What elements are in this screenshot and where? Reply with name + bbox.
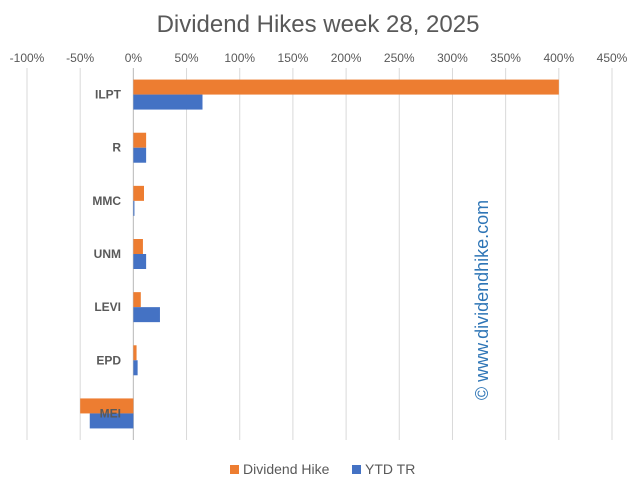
category-label-epd: EPD (96, 353, 121, 367)
bar-ilpt-dividend-hike (133, 79, 559, 95)
x-tick-label: 350% (490, 51, 521, 65)
x-tick-label: 100% (224, 51, 255, 65)
x-tick-label: 150% (278, 51, 309, 65)
x-axis-ticks: -100% -50% 0% 50% 100% 150% 200% 250% 300% 350% 40… (10, 51, 628, 65)
legend-label-ytd-tr: YTD TR (365, 461, 415, 477)
category-label-mmc: MMC (92, 194, 121, 208)
bar-unm-ytd-tr (133, 254, 147, 269)
legend: Dividend Hike YTD TR (230, 461, 415, 477)
bar-epd-dividend-hike (133, 345, 137, 361)
bars (80, 79, 559, 429)
category-label-unm: UNM (94, 247, 121, 261)
bar-epd-ytd-tr (133, 360, 138, 376)
chart-title: Dividend Hikes week 28, 2025 (157, 11, 480, 38)
x-tick-label: -100% (10, 51, 45, 65)
watermark-text: © www.dividendhike.com (472, 200, 492, 400)
x-tick-label: 200% (331, 51, 362, 65)
x-tick-label: 450% (597, 51, 628, 65)
bar-mei-dividend-hike (80, 398, 134, 414)
bar-r-dividend-hike (133, 132, 147, 148)
x-tick-label: 50% (175, 51, 199, 65)
legend-label-dividend-hike: Dividend Hike (243, 461, 330, 477)
category-label-levi: LEVI (94, 300, 121, 314)
x-tick-label: 300% (437, 51, 468, 65)
category-label-ilpt: ILPT (95, 88, 122, 102)
bar-levi-ytd-tr (133, 307, 160, 323)
category-label-r: R (112, 141, 121, 155)
x-tick-label: 250% (384, 51, 415, 65)
bar-mmc-ytd-tr (133, 200, 135, 216)
bar-r-ytd-tr (133, 147, 147, 163)
bar-ilpt-ytd-tr (133, 94, 203, 110)
x-tick-label: 0% (125, 51, 143, 65)
x-tick-label: 400% (543, 51, 574, 65)
bar-unm-dividend-hike (133, 239, 143, 254)
bar-mmc-dividend-hike (133, 185, 144, 201)
category-label-mei: MEI (100, 406, 121, 420)
x-tick-label: -50% (66, 51, 94, 65)
bar-mei-ytd-tr (89, 413, 134, 429)
category-labels: ILPT R MMC UNM LEVI EPD MEI (92, 88, 121, 421)
legend-swatch-dividend-hike (230, 465, 239, 474)
bar-levi-dividend-hike (133, 292, 141, 308)
legend-swatch-ytd-tr (352, 465, 361, 474)
